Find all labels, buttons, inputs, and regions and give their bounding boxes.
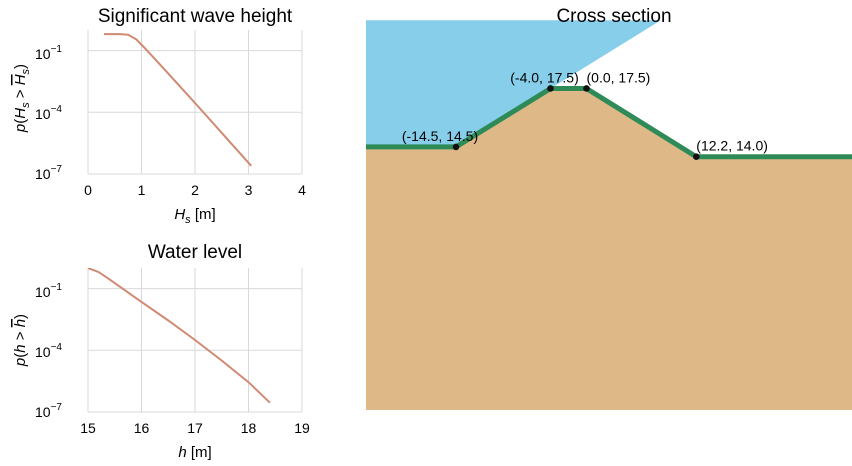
wave-height-x-label: Hs [m]: [174, 206, 215, 226]
cross-section-title: Cross section: [556, 6, 671, 27]
water-level-x-ticks: 15 16 17 18 19: [80, 420, 310, 436]
x-tick-label: 17: [187, 420, 203, 436]
wave-height-y-label: p(Hs > Hs): [12, 64, 32, 133]
wave-height-panel: Significant wave height 0 1 2 3 4 10−1 10−4 …: [12, 6, 306, 226]
y-tick-label: 10−7: [35, 402, 62, 420]
water-level-title: Water level: [148, 242, 242, 263]
profile-points: (-14.5, 14.5) (-4.0, 17.5) (0.0, 17.5) (12.…: [402, 69, 768, 160]
water-level-y-label: p(h > h): [12, 314, 29, 367]
y-tick-label: 10−4: [35, 342, 62, 360]
profile-point-label: (-14.5, 14.5): [402, 128, 478, 144]
wave-height-title: Significant wave height: [98, 6, 293, 27]
profile-point-marker: [547, 85, 554, 92]
wave-height-x-ticks: 0 1 2 3 4: [84, 182, 306, 198]
dike-profile-line: [366, 86, 852, 160]
x-tick-label: 4: [298, 182, 306, 198]
profile-point-marker: [693, 153, 700, 160]
profile-point-label: (-4.0, 17.5): [510, 69, 578, 85]
water-level-panel: Water level 15 16 17 18 19 10−1 10−4 10−7 h …: [12, 242, 310, 461]
water-level-x-label: h [m]: [178, 444, 211, 461]
x-tick-label: 19: [294, 420, 310, 436]
x-tick-label: 3: [245, 182, 253, 198]
x-tick-label: 15: [80, 420, 96, 436]
cross-section-panel: (-14.5, 14.5) (-4.0, 17.5) (0.0, 17.5) (12.…: [366, 6, 852, 410]
profile-point-marker: [452, 143, 460, 151]
wave-height-exceedance-line: [104, 33, 252, 167]
y-tick-label: 10−7: [35, 164, 62, 182]
y-tick-label: 10−4: [35, 104, 62, 122]
x-tick-label: 0: [84, 182, 92, 198]
profile-point-marker: [583, 85, 590, 92]
water-level-exceedance-line: [88, 268, 271, 404]
x-tick-label: 18: [241, 420, 257, 436]
water-level-y-ticks: 10−1 10−4 10−7: [35, 282, 62, 420]
dike-soil-body: [366, 88, 852, 410]
profile-point-label: (12.2, 14.0): [696, 138, 768, 154]
water-body: [366, 20, 661, 147]
profile-point-label: (0.0, 17.5): [587, 69, 651, 85]
y-tick-label: 10−1: [35, 282, 62, 300]
y-tick-label: 10−1: [35, 44, 62, 62]
x-tick-label: 2: [191, 182, 199, 198]
x-tick-label: 16: [134, 420, 150, 436]
x-tick-label: 1: [138, 182, 146, 198]
wave-height-y-ticks: 10−1 10−4 10−7: [35, 44, 62, 182]
wave-height-grid: [87, 30, 303, 175]
